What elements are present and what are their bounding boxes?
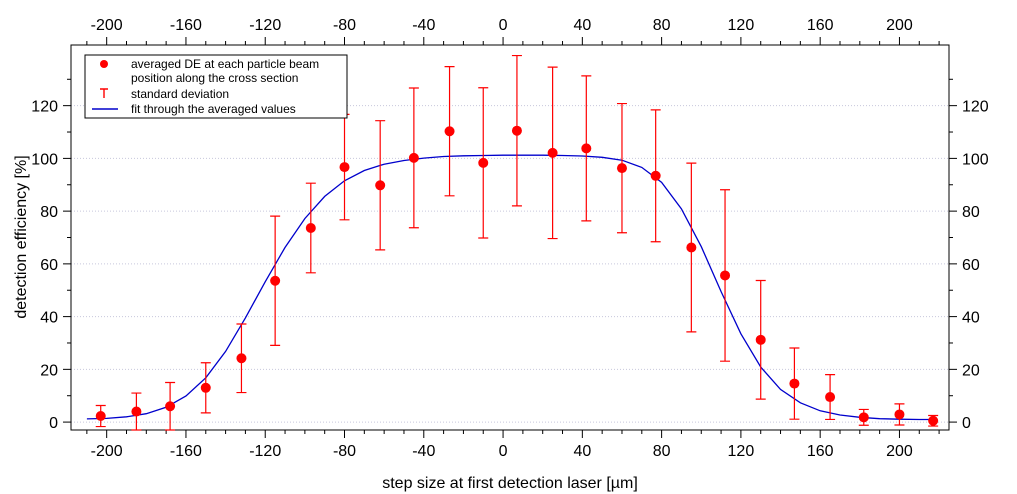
legend: averaged DE at each particle beam positi… — [84, 54, 348, 119]
y-tick-label-left: 0 — [49, 415, 58, 432]
y-tick-label-right: 40 — [962, 310, 980, 327]
x-tick-label-bottom: -200 — [91, 443, 123, 460]
data-point — [95, 411, 106, 422]
data-point — [131, 406, 142, 417]
y-tick-label-right: 100 — [962, 151, 989, 168]
data-point — [581, 143, 592, 154]
x-tick-label-bottom: -40 — [412, 443, 435, 460]
data-point — [894, 409, 905, 420]
data-point — [236, 353, 247, 364]
legend-label-fit: fit through the averaged values — [131, 102, 296, 116]
data-point — [720, 270, 731, 281]
x-tick-label-top: -40 — [412, 17, 435, 34]
fit-line — [86, 154, 936, 421]
y-tick-label-right: 80 — [962, 204, 980, 221]
y-tick-label-left: 20 — [40, 362, 58, 379]
x-tick-label-bottom: 200 — [886, 443, 913, 460]
axes: 0 0 20 20 40 40 60 60 80 80 100 100 120 120 -200 -200 -1… — [31, 17, 989, 460]
legend-label-points-line1: averaged DE at each particle beam — [131, 57, 319, 71]
x-tick-label-bottom: 160 — [807, 443, 834, 460]
y-tick-label-right: 60 — [962, 257, 980, 274]
x-tick-label-bottom: 0 — [499, 443, 508, 460]
x-tick-label-top: -160 — [170, 17, 202, 34]
x-tick-label-bottom: -160 — [170, 443, 202, 460]
x-tick-label-bottom: 80 — [653, 443, 671, 460]
data-point — [270, 275, 281, 286]
y-tick-label-left: 40 — [40, 310, 58, 327]
x-axis-title: step size at first detection laser [µm] — [382, 475, 638, 492]
x-tick-label-top: 40 — [573, 17, 591, 34]
y-tick-label-left: 80 — [40, 204, 58, 221]
legend-marker-error-bar — [100, 88, 108, 98]
data-point — [200, 382, 211, 393]
data-point — [789, 378, 800, 389]
y-tick-label-left: 100 — [31, 151, 58, 168]
x-tick-label-top: -80 — [333, 17, 356, 34]
y-tick-label-right: 20 — [962, 362, 980, 379]
data-point — [825, 392, 836, 403]
legend-box — [84, 54, 348, 119]
legend-label-points-line2: position along the cross section — [131, 71, 298, 85]
x-tick-label-top: -200 — [91, 17, 123, 34]
legend-marker-points — [100, 60, 108, 68]
y-tick-label-right: 0 — [962, 415, 971, 432]
legend-label-std: standard deviation — [131, 87, 229, 101]
y-axis-title: detection efficiency [%] — [13, 155, 30, 318]
gridlines — [71, 105, 949, 423]
data-point — [928, 415, 939, 426]
data-point — [686, 242, 697, 253]
y-tick-label-left: 60 — [40, 257, 58, 274]
data-point — [375, 180, 386, 191]
x-tick-label-top: 160 — [807, 17, 834, 34]
data-point — [305, 223, 316, 234]
data-point — [858, 412, 869, 423]
y-tick-label-left: 120 — [31, 99, 58, 116]
y-tick-label-right: 120 — [962, 99, 989, 116]
data-point — [547, 147, 558, 158]
x-tick-label-top: 120 — [728, 17, 755, 34]
x-tick-label-top: 200 — [886, 17, 913, 34]
data-point — [165, 401, 176, 412]
data-point — [478, 157, 489, 168]
data-point — [650, 170, 661, 181]
data-point — [755, 334, 766, 345]
x-tick-label-bottom: -120 — [249, 443, 281, 460]
x-tick-label-top: 0 — [499, 17, 508, 34]
x-tick-label-bottom: 40 — [573, 443, 591, 460]
x-tick-label-top: -120 — [249, 17, 281, 34]
x-tick-label-bottom: -80 — [333, 443, 356, 460]
x-tick-label-bottom: 120 — [728, 443, 755, 460]
plot-area — [86, 54, 939, 431]
data-point — [339, 162, 350, 173]
x-tick-label-top: 80 — [653, 17, 671, 34]
data-point — [616, 163, 627, 174]
data-point — [511, 125, 522, 136]
data-point — [444, 126, 455, 137]
data-point — [408, 152, 419, 163]
